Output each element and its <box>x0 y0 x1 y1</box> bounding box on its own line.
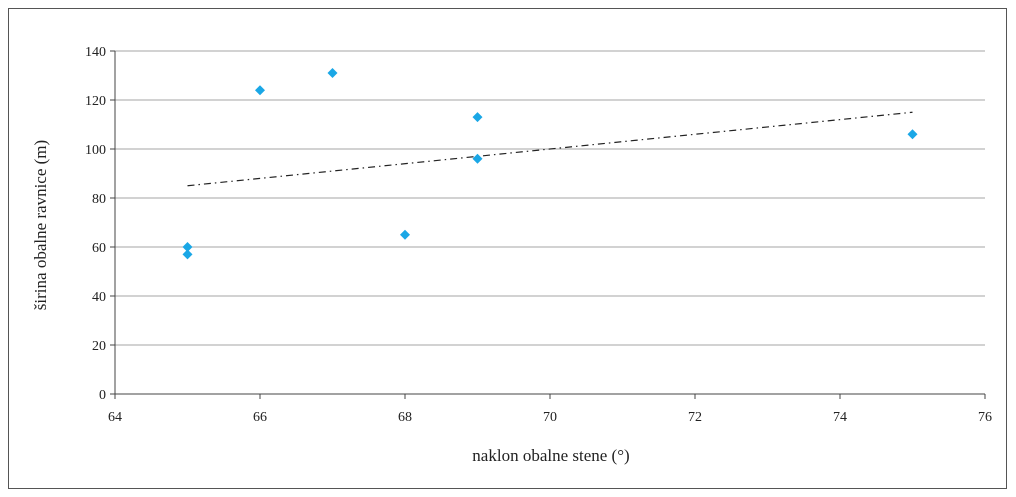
x-tick-label: 66 <box>253 410 267 425</box>
y-tick-label: 80 <box>92 192 106 207</box>
x-tick-label: 74 <box>833 410 847 425</box>
y-axis-ticks: 0 20 40 60 80 100 120 140 <box>85 45 115 403</box>
x-tick-label: 68 <box>398 410 412 425</box>
y-tick-label: 20 <box>92 339 106 354</box>
data-point <box>400 229 410 240</box>
trendline <box>187 111 913 187</box>
x-axis-title: naklon obalne stene (°) <box>472 446 629 465</box>
data-point <box>182 249 193 260</box>
x-tick-label: 64 <box>108 410 122 425</box>
y-tick-label: 120 <box>85 94 106 109</box>
trendline-group <box>187 111 913 187</box>
y-tick-label: 100 <box>85 143 106 158</box>
chart-frame <box>8 8 1007 489</box>
data-point <box>182 242 193 252</box>
data-points <box>182 68 918 260</box>
x-tick-label: 76 <box>978 410 992 425</box>
x-axis-ticks: 64 66 68 70 72 74 76 <box>108 394 992 425</box>
data-point <box>472 153 483 164</box>
data-point <box>327 68 338 79</box>
data-point <box>907 129 918 140</box>
data-point <box>255 85 265 96</box>
y-axis-title: širina obalne ravnice (m) <box>31 140 50 310</box>
y-tick-label: 0 <box>99 388 106 403</box>
data-point <box>472 112 483 123</box>
y-tick-label: 140 <box>85 45 106 60</box>
y-tick-label: 60 <box>92 241 106 256</box>
y-tick-label: 40 <box>92 290 106 305</box>
x-tick-label: 72 <box>688 410 702 425</box>
x-tick-label: 70 <box>543 410 557 425</box>
gridlines <box>115 50 985 346</box>
